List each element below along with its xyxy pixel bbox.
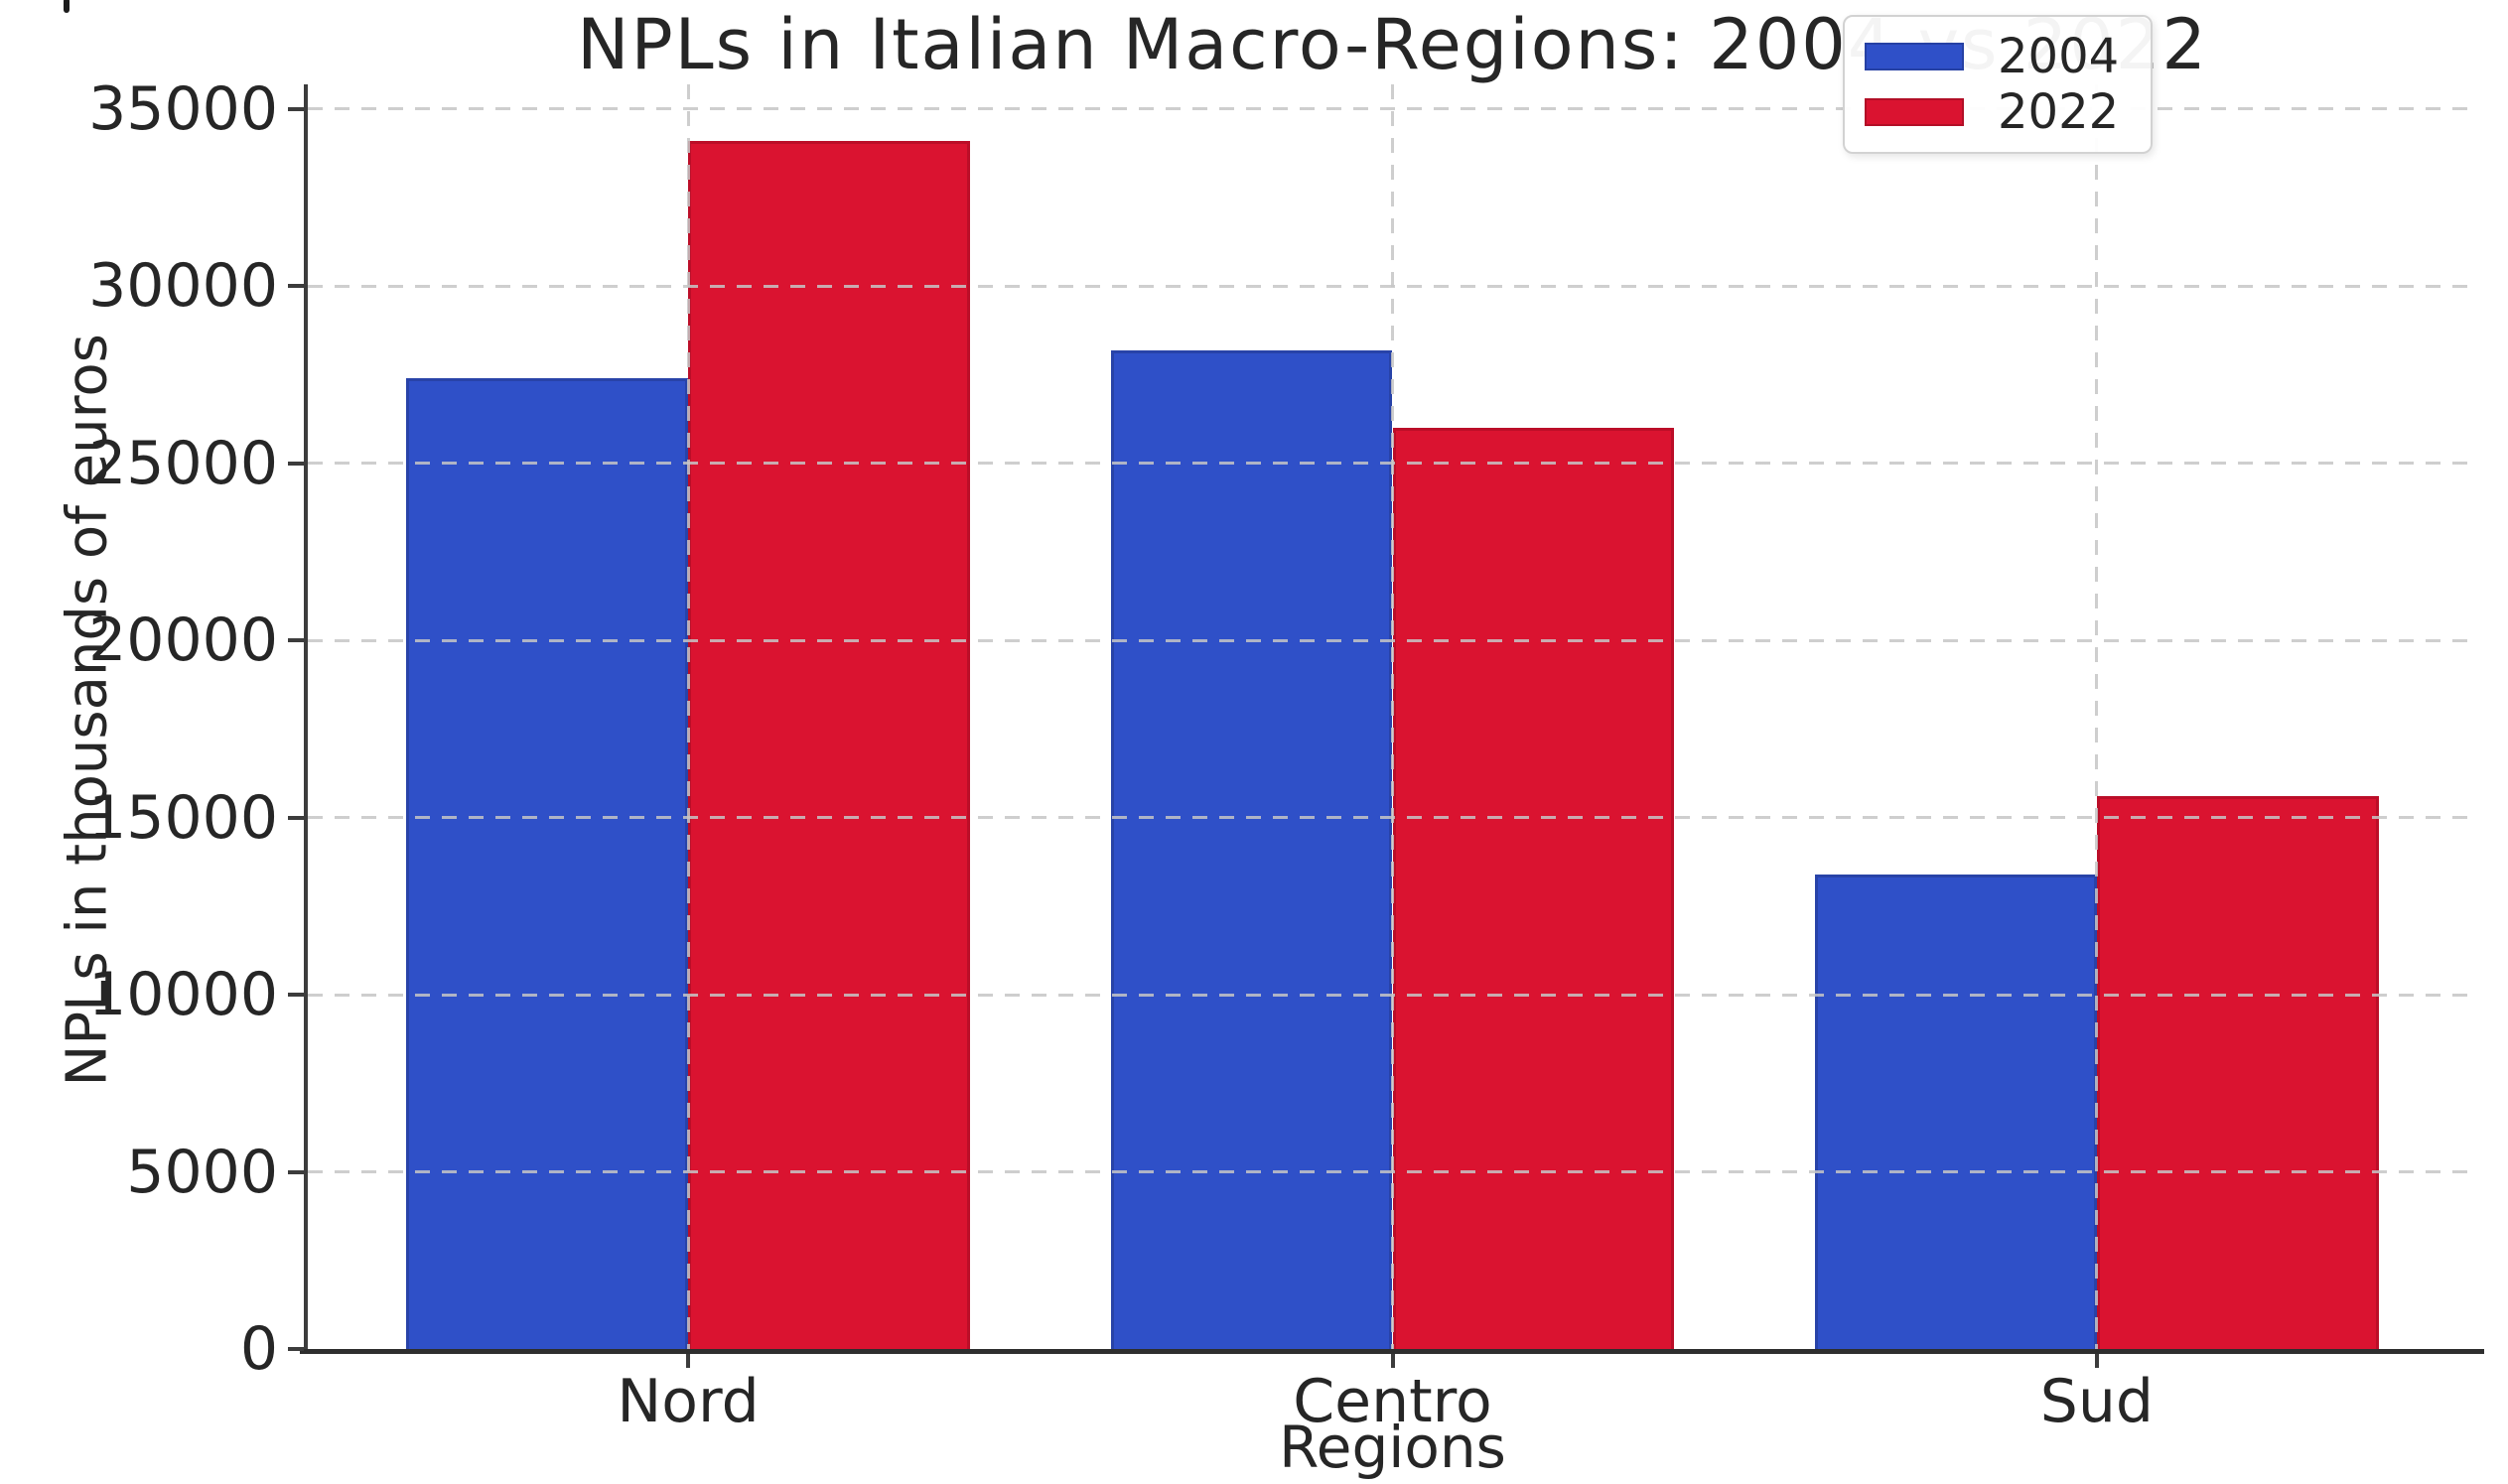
gridline-x-nord xyxy=(686,84,690,1349)
y-tick-0 xyxy=(288,1347,304,1351)
gridline-x-centro xyxy=(1391,84,1394,1349)
y-tick-10000 xyxy=(288,993,304,998)
x-tick-nord xyxy=(686,1354,691,1368)
x-tick-sud xyxy=(2094,1354,2099,1368)
legend-item-2004: 2004 xyxy=(1865,29,2131,84)
bar-centro-2004 xyxy=(1110,349,1393,1349)
y-tick-label: 0 xyxy=(239,1314,278,1384)
y-axis-spine xyxy=(304,84,308,1353)
legend-swatch-2004 xyxy=(1865,43,1964,70)
y-tick-30000 xyxy=(288,284,304,289)
bar-sud-2022 xyxy=(2096,796,2379,1349)
x-axis-spine xyxy=(300,1349,2484,1354)
y-tick-label: 25000 xyxy=(88,428,278,498)
y-tick-label: 5000 xyxy=(126,1137,278,1207)
stray-artifact-mark xyxy=(64,0,70,13)
legend-swatch-2022 xyxy=(1865,98,1964,126)
legend-item-2022: 2022 xyxy=(1865,84,2131,140)
y-tick-label: 20000 xyxy=(88,606,278,676)
y-tick-20000 xyxy=(288,638,304,643)
y-tick-label: 35000 xyxy=(88,73,278,144)
y-tick-label: 10000 xyxy=(88,960,278,1030)
x-tick-centro xyxy=(1390,1354,1395,1368)
y-tick-25000 xyxy=(288,461,304,466)
gridline-x-sud xyxy=(2095,84,2099,1349)
legend: 2004 2022 xyxy=(1843,15,2153,154)
legend-label-2004: 2004 xyxy=(1998,29,2120,84)
bar-sud-2004 xyxy=(1815,874,2097,1349)
bar-nord-2022 xyxy=(688,141,970,1349)
plot-area: 0 5000 10000 15000 20000 25000 30000 35000 Nord C… xyxy=(88,78,2484,1436)
y-tick-35000 xyxy=(288,106,304,111)
bar-centro-2022 xyxy=(1392,428,1675,1349)
legend-label-2022: 2022 xyxy=(1998,84,2120,140)
x-axis-label: Regions xyxy=(1279,1414,1506,1481)
bar-nord-2004 xyxy=(406,378,689,1349)
y-tick-label: 30000 xyxy=(88,251,278,322)
x-tick-label: Centro xyxy=(1293,1367,1492,1436)
y-tick-15000 xyxy=(288,815,304,820)
y-tick-label: 15000 xyxy=(88,782,278,853)
y-tick-5000 xyxy=(288,1169,304,1174)
x-tick-label: Sud xyxy=(2039,1367,2154,1436)
x-tick-label: Nord xyxy=(617,1367,760,1436)
